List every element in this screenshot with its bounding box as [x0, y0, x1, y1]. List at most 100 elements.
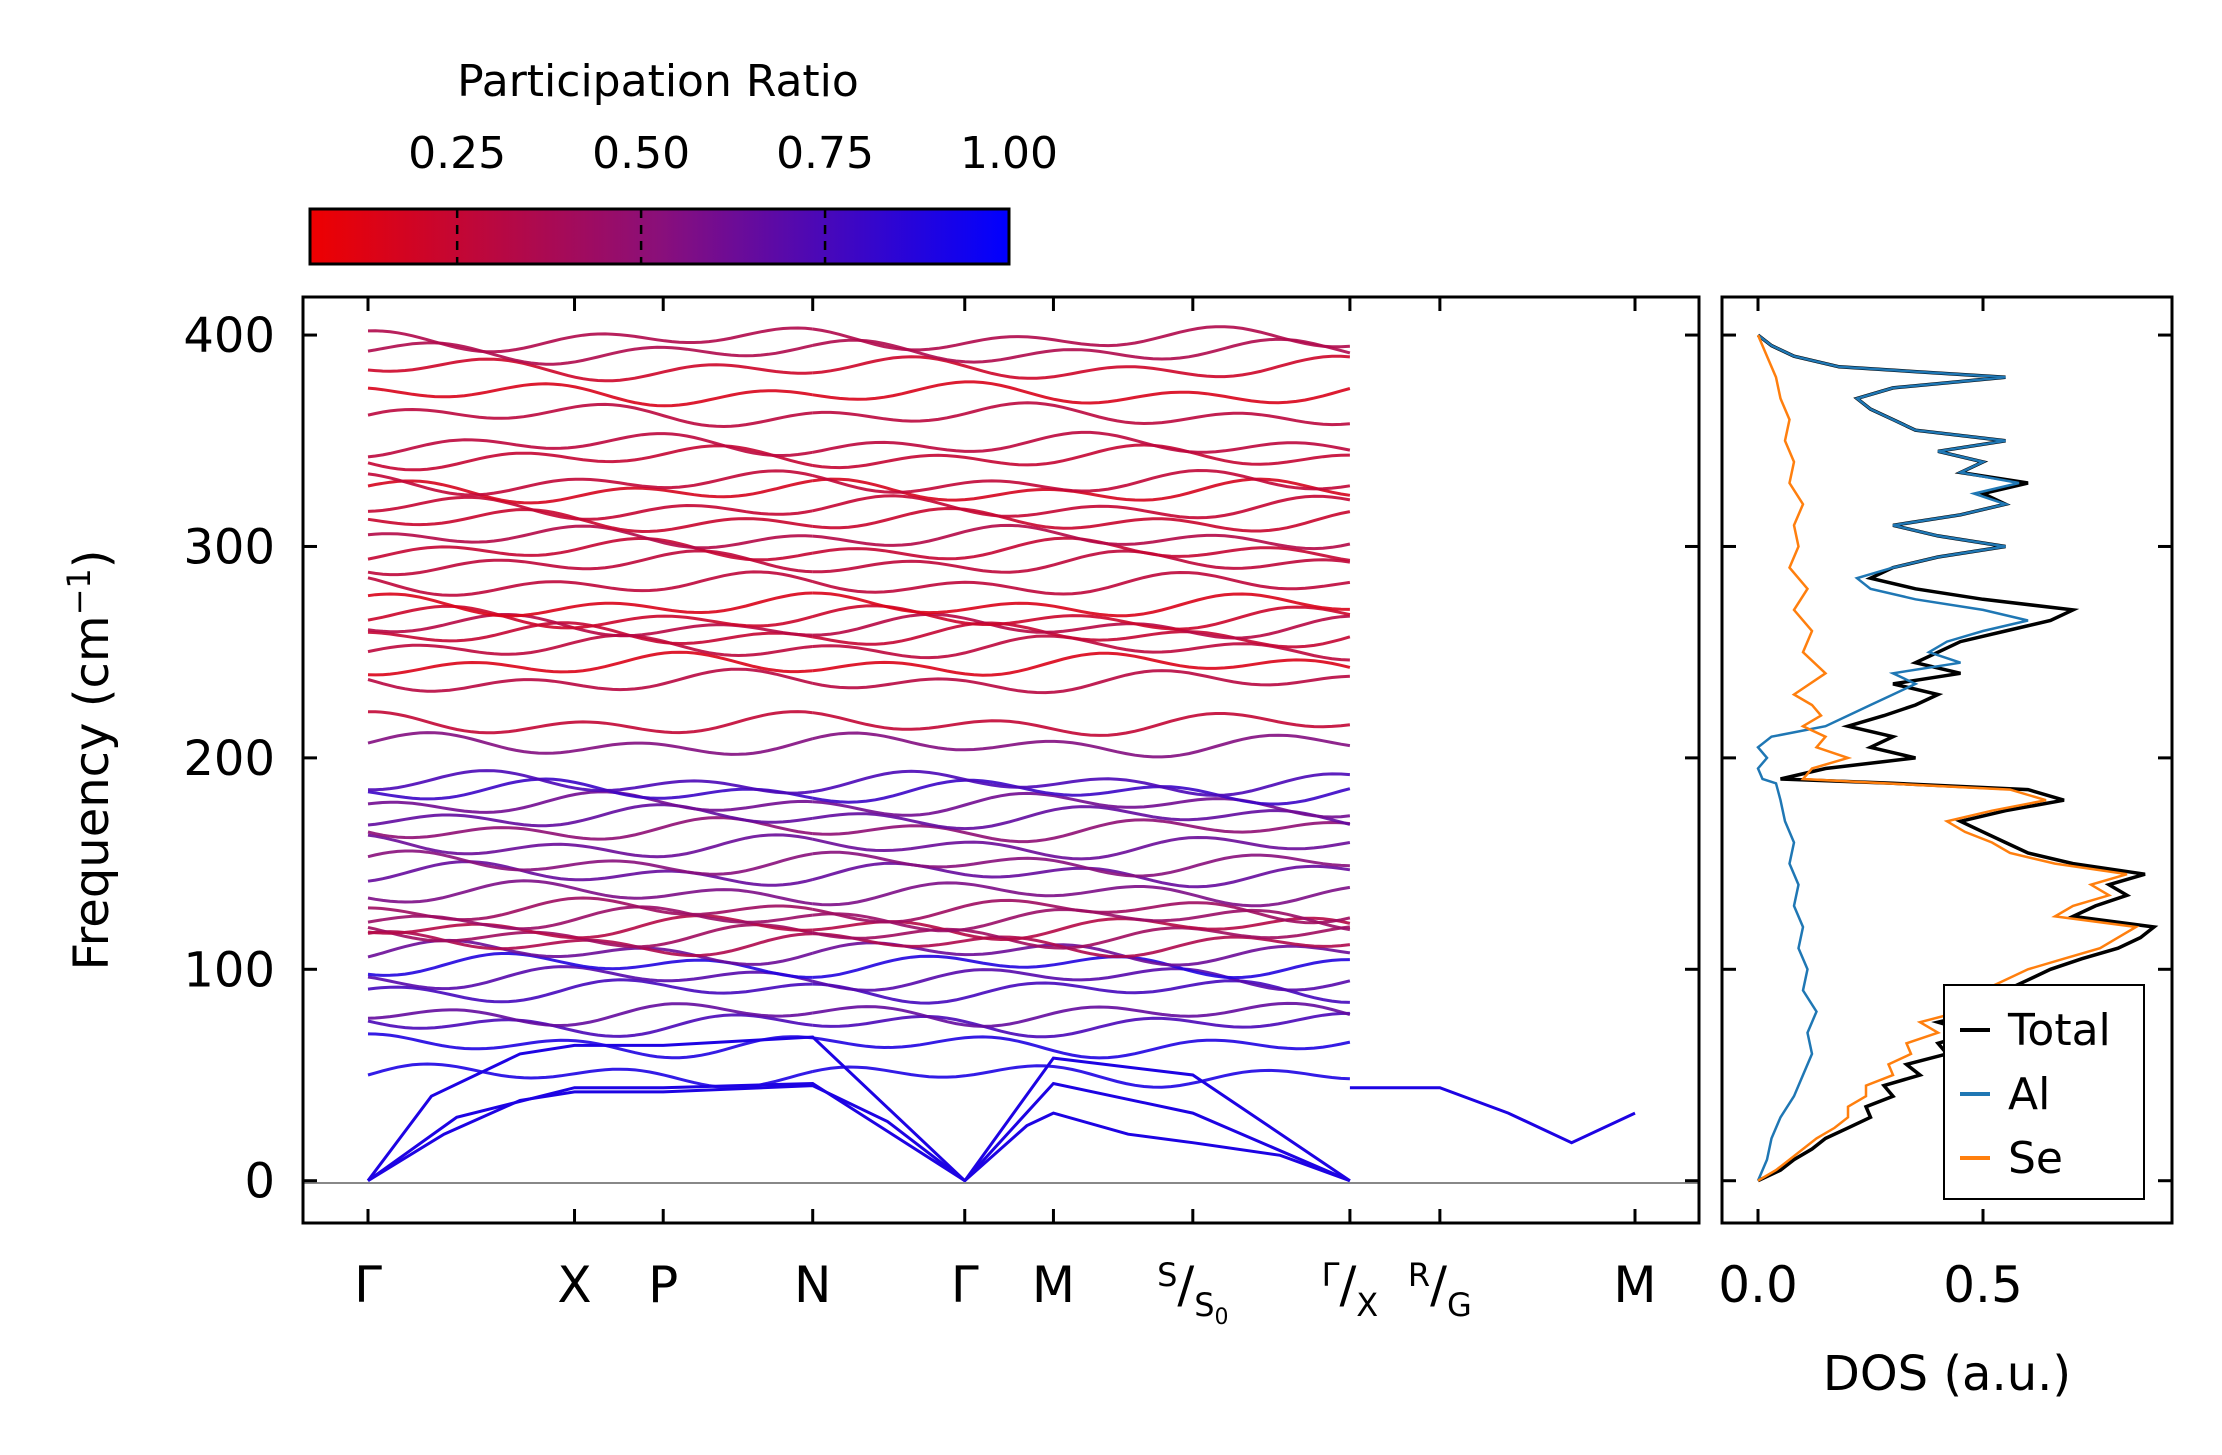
optical-band-22-seg-0	[367, 731, 814, 756]
optical-band-29-seg-0	[367, 604, 814, 630]
k-label-p: P	[648, 1256, 678, 1314]
optical-band-15-seg-1	[812, 850, 1350, 878]
optical-band-45-seg-0	[367, 326, 813, 354]
optical-band-31-seg-0	[367, 570, 814, 597]
optical-band-23-seg-0	[367, 710, 813, 735]
optical-band-17-seg-1	[812, 818, 1351, 844]
optical-band-34-seg-1	[812, 523, 1351, 551]
acoustic-3	[366, 1035, 1351, 1183]
optical-band-43-seg-0	[367, 357, 813, 383]
y-axis-label: Frequency (cm−1)	[60, 549, 120, 970]
k-label-slash-s-s0: /	[1177, 1256, 1194, 1314]
y-tick-label-0: 0	[244, 1154, 275, 1210]
dos-x-tick-label-1: 0.5	[1943, 1256, 2023, 1314]
optical-band-43-seg-1	[812, 354, 1351, 380]
optical-band-14-seg-0	[367, 860, 814, 887]
optical-band-33-seg-0	[367, 536, 813, 562]
optical-band-26-seg-0	[367, 633, 813, 658]
acoustic-right	[1349, 1086, 1636, 1145]
optical-band-32-seg-1	[812, 549, 1351, 574]
k-label-gamma-x: Γ/X	[1322, 1256, 1379, 1324]
optical-band-42-seg-1	[812, 380, 1351, 405]
k-label-sub-s-s0: 0	[1215, 1305, 1229, 1330]
optical-band-34-seg-0	[367, 524, 813, 550]
dos-line-al	[1756, 334, 2029, 1182]
k-label-m-2: M	[1613, 1256, 1656, 1314]
y-tick-label-2: 200	[183, 731, 275, 787]
optical-band-5-seg-1	[812, 967, 1351, 992]
legend-label-se: Se	[2008, 1133, 2063, 1184]
dos-line-se	[1756, 334, 2140, 1182]
optical-band-9-seg-0	[367, 923, 813, 949]
k-label-bottom-s-s0: S	[1194, 1286, 1214, 1324]
k-label-top-s-s0: S	[1157, 1256, 1177, 1294]
optical-band-41-seg-1	[812, 401, 1351, 427]
optical-band-1-seg-1	[812, 1035, 1351, 1060]
optical-band-13-seg-1	[812, 881, 1351, 908]
k-label-slash-r-g: /	[1430, 1256, 1447, 1314]
optical-band-4-seg-1	[812, 979, 1350, 1005]
optical-band-3-seg-1	[812, 1001, 1351, 1028]
optical-band-7-seg-0	[367, 938, 814, 966]
optical-band-31-seg-1	[812, 570, 1351, 596]
legend-items: Total Al Se	[1960, 1005, 2111, 1184]
optical-band-20-seg-1	[812, 778, 1351, 806]
optical-band-44-seg-0	[367, 341, 814, 366]
optical-band-22-seg-1	[812, 731, 1351, 759]
optical-band-36-seg-0	[367, 495, 813, 521]
colorbar-gradient	[308, 207, 1011, 266]
optical-band-4-seg-0	[367, 978, 813, 1004]
y-axis-label-main: Frequency (cm	[64, 615, 120, 970]
optical-band-20-seg-0	[367, 777, 813, 801]
optical-band-38-seg-1	[812, 468, 1351, 494]
optical-band-40-seg-1	[812, 430, 1351, 454]
optical-band-1-seg-0	[367, 1032, 813, 1060]
k-label-bottom-r-g: G	[1447, 1286, 1472, 1324]
k-label-s-s0: S/S0	[1157, 1256, 1228, 1330]
optical-band-38-seg-0	[367, 469, 814, 497]
k-label-bottom-gamma-x: X	[1356, 1286, 1378, 1324]
optical-band-21-seg-1	[812, 769, 1351, 797]
optical-band-19-seg-0	[367, 790, 813, 814]
dos-x-tick-label-0: 0.0	[1718, 1256, 1798, 1314]
optical-band-16-seg-0	[367, 833, 813, 859]
dos-axis: 0.0 0.5	[1718, 297, 2172, 1314]
k-label-gamma-1: Γ	[354, 1256, 382, 1314]
k-label-r-g: R/G	[1408, 1256, 1472, 1324]
y-tick-label-4: 400	[183, 308, 275, 364]
optical-band-8-seg-0	[367, 930, 813, 958]
y-axis-label-sup: −1	[60, 568, 98, 615]
dos-plot-frame	[1720, 295, 2174, 1225]
kpoint-axis: Γ X P N Γ M S/S0Γ/XR/G M	[354, 297, 1657, 1330]
optical-band-28-seg-1	[812, 612, 1351, 640]
optical-band-16-seg-1	[812, 835, 1351, 861]
optical-band-15-seg-0	[367, 849, 813, 876]
colorbar: Participation Ratio 0.25 0.50 0.75 1.00	[308, 56, 1058, 266]
frequency-axis: 0 100 200 300 400	[183, 308, 1699, 1210]
optical-band-25-seg-0	[367, 650, 813, 677]
optical-band-6-seg-1	[812, 954, 1350, 980]
colorbar-tick-label-2: 0.75	[776, 128, 874, 179]
k-label-top-gamma-x: Γ	[1322, 1256, 1340, 1294]
colorbar-tick-label-1: 0.50	[592, 128, 690, 179]
optical-band-40-seg-0	[367, 432, 813, 459]
y-axis-label-close: )	[64, 549, 120, 568]
optical-band-41-seg-0	[367, 402, 813, 429]
optical-band-2-seg-1	[812, 1011, 1350, 1039]
optical-band-18-seg-0	[367, 803, 813, 828]
optical-band-2-seg-0	[367, 1013, 813, 1038]
colorbar-tick-label-3: 1.00	[960, 128, 1058, 179]
k-label-gamma-2: Γ	[951, 1256, 979, 1314]
legend-label-total: Total	[2007, 1005, 2111, 1056]
k-label-slash-gamma-x: /	[1339, 1256, 1356, 1314]
dos-panel: 0.0 0.5 DOS (a.u.) Total Al Se	[1718, 295, 2174, 1402]
optical-band-0-seg-1	[812, 1064, 1350, 1089]
colorbar-ticks: 0.25 0.50 0.75 1.00	[408, 128, 1058, 264]
optical-band-32-seg-0	[367, 549, 813, 577]
optical-band-37-seg-0	[367, 479, 813, 505]
optical-band-35-seg-1	[812, 506, 1351, 533]
optical-band-13-seg-0	[367, 879, 813, 906]
optical-band-25-seg-1	[812, 651, 1351, 677]
